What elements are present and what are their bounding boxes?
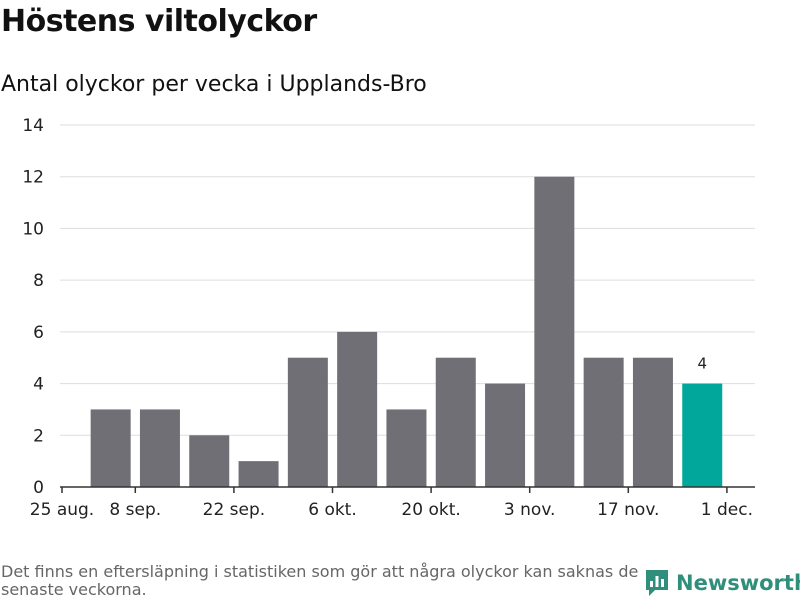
bar [139,409,180,487]
bar-value-label: 4 [697,355,707,373]
bar [90,409,131,487]
bars [90,176,723,487]
y-tick-label: 8 [33,271,44,291]
x-tick-label: 8 sep. [109,500,161,520]
bar-highlight [682,383,723,487]
x-axis-labels: 25 aug. 8 sep. 22 sep. 6 okt. 20 okt. 3 nov. 1… [30,500,753,520]
x-tick-label: 3 nov. [504,500,556,520]
x-tick-label: 25 aug. [30,500,94,520]
footnote: Det finns en eftersläpning i statistiken… [1,562,639,599]
x-axis [60,486,755,493]
bar [632,357,673,487]
bar [337,331,378,487]
y-tick-label: 2 [33,426,44,446]
bar [583,357,624,487]
x-tick-label: 6 okt. [308,500,357,520]
bar [485,383,526,487]
page-title: Höstens viltolyckor [1,4,317,39]
annotations: 4 [697,355,707,373]
logo-text: Newsworthy [676,571,800,595]
bar [435,357,476,487]
y-tick-label: 12 [22,168,44,188]
y-tick-label: 4 [33,375,44,395]
y-tick-label: 10 [22,219,44,239]
y-tick-label: 0 [33,478,44,498]
x-tick-label: 1 dec. [701,500,753,520]
y-tick-label: 14 [22,116,44,136]
newsworthy-logo-icon [646,570,668,596]
x-tick-label: 22 sep. [203,500,266,520]
x-tick-label: 20 okt. [401,500,460,520]
y-tick-label: 6 [33,323,44,343]
chart-subtitle: Antal olyckor per vecka i Upplands-Bro [1,72,427,97]
bar [386,409,427,487]
bar [189,435,230,487]
bar [238,461,279,487]
x-tick-label: 17 nov. [597,500,659,520]
bar [534,176,575,487]
bar [287,357,328,487]
newsworthy-logo: Newsworthy [644,568,800,598]
y-axis-labels: 0 2 4 6 8 10 12 14 [22,116,44,498]
